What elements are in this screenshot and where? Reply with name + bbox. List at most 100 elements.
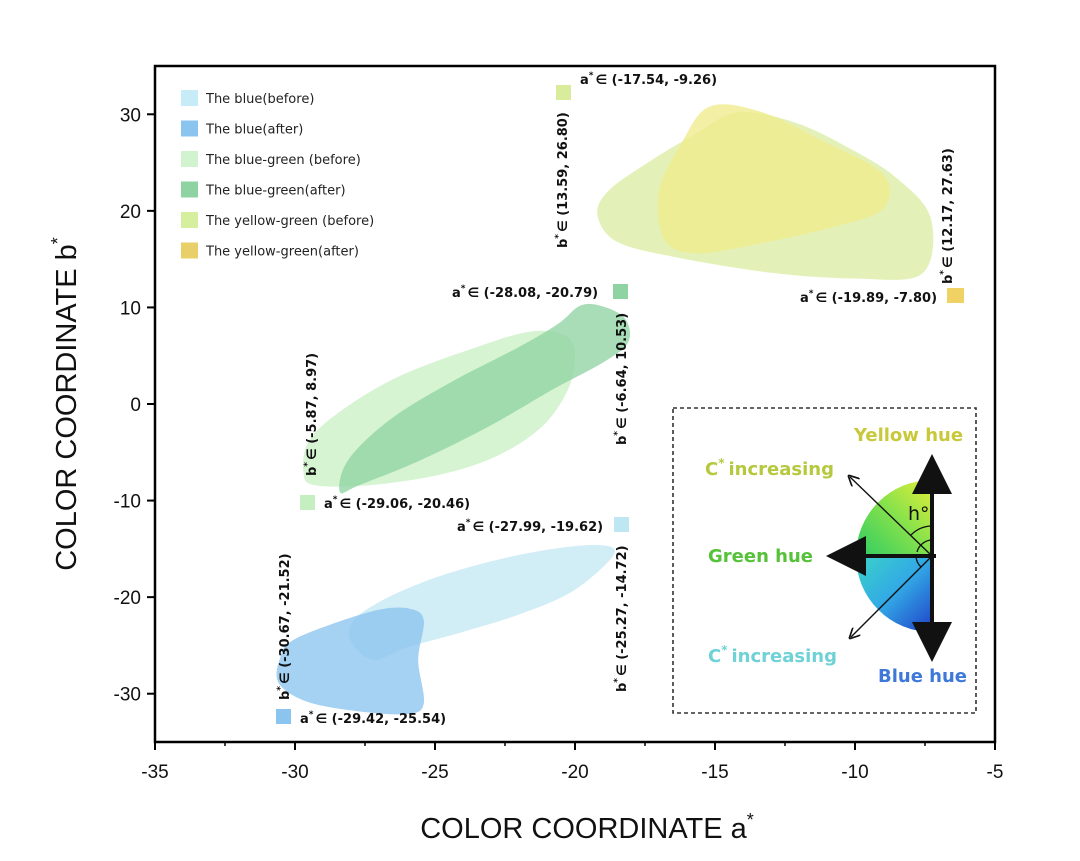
range-values: ∈ (-30.67, -21.52)	[278, 553, 293, 684]
chroma-word: increasing	[729, 459, 834, 480]
hue-angle-inset: h° Yellow hue Green hue Blue hue C* incre…	[672, 407, 977, 714]
range-prefix: a	[300, 712, 309, 727]
y-tick-label: -10	[114, 492, 141, 513]
legend-label: The blue(after)	[205, 123, 303, 138]
range-annotations: a* ∈ (-17.54, -9.26)b*∈ (12.17, 27.63)a* ∈…	[276, 71, 964, 727]
legend-swatch	[181, 90, 198, 106]
y-tick-label: 30	[120, 105, 141, 126]
chroma-sup: *	[718, 456, 725, 470]
range-label: b* ∈ (-5.87, 8.97)	[303, 353, 320, 476]
range-annotation-blue-before-a: a* ∈ (-27.99, -19.62)	[457, 517, 629, 535]
region-the-blue-green-after	[339, 303, 631, 494]
range-annotation-bg-after-a: a* ∈ (-28.08, -20.79)	[452, 284, 628, 301]
range-values: ∈ (-6.64, 10.53)	[615, 313, 630, 429]
range-annotation-blue-after-a: a* ∈ (-29.42, -25.54)	[276, 709, 446, 727]
x-axis-title-sup: *	[747, 810, 754, 830]
chroma-sup: *	[721, 643, 728, 657]
legend-label: The yellow-green(after)	[205, 245, 359, 260]
legend-label: The yellow-green (before)	[205, 214, 374, 229]
range-label: b* ∈ (12.17, 27.63)	[939, 148, 956, 284]
hue-angle-arc	[910, 525, 933, 536]
chroma-letter: C	[705, 459, 718, 480]
x-axis-title: COLOR COORDINATE a*	[420, 810, 754, 845]
x-tick-label: -20	[561, 762, 588, 783]
range-prefix: a	[324, 497, 333, 512]
range-swatch	[556, 85, 571, 100]
range-values: ∈ (-29.42, -25.54)	[316, 712, 447, 727]
range-annotation-bg-after-b: b* ∈ (-6.64, 10.53)	[613, 313, 630, 445]
range-annotation-yg-after-b: b* ∈ (12.17, 27.63)	[939, 148, 964, 303]
range-prefix-sup: *	[309, 710, 314, 720]
blue-hue-label: Blue hue	[878, 666, 967, 687]
range-label: a* ∈ (-27.99, -19.62)	[457, 518, 603, 535]
range-swatch	[947, 288, 962, 303]
chroma-arrow-lower	[851, 555, 933, 637]
range-label: a* ∈ (-29.42, -25.54)	[300, 710, 446, 727]
range-label: b* ∈ (13.59, 26.80)	[554, 112, 571, 248]
range-prefix-sup: *	[466, 518, 471, 528]
y-tick-label: -20	[114, 588, 141, 609]
chroma-letter: C	[708, 646, 721, 667]
range-label: a* ∈ (-17.54, -9.26)	[580, 71, 717, 88]
range-values: ∈ (-25.27, -14.72)	[615, 545, 630, 676]
range-values: ∈ (13.59, 26.80)	[556, 112, 571, 232]
legend-label: The blue(before)	[205, 92, 314, 107]
range-label: a* ∈ (-19.89, -7.80)	[800, 289, 937, 306]
x-tick-label: -25	[421, 762, 448, 783]
x-axis-title-text: COLOR COORDINATE a	[420, 813, 747, 845]
range-prefix: b	[941, 275, 956, 284]
y-axis-title: COLOR COORDINATE b*	[48, 237, 83, 571]
y-tick-label: 10	[120, 298, 141, 319]
range-values: ∈ (-28.08, -20.79)	[468, 286, 599, 301]
legend-swatch	[181, 120, 198, 137]
range-prefix: a	[800, 291, 809, 306]
range-prefix-sup: *	[554, 234, 564, 239]
range-values: ∈ (-5.87, 8.97)	[305, 353, 320, 460]
range-annotation-yg-before-a: a* ∈ (-19.89, -7.80)	[800, 288, 962, 306]
green-hue-label: Green hue	[708, 546, 813, 567]
range-prefix-sup: *	[461, 284, 466, 294]
range-annotation-bg-before-b: b* ∈ (-5.87, 8.97)	[303, 353, 320, 476]
range-prefix-sup: *	[303, 462, 313, 467]
range-annotation-blue-before-b: b* ∈ (-25.27, -14.72)	[613, 545, 630, 692]
inset-frame	[672, 407, 977, 714]
range-prefix: a	[452, 286, 461, 301]
range-prefix: b	[305, 467, 320, 476]
y-tick-label: 20	[120, 202, 141, 223]
range-prefix: a	[457, 520, 466, 535]
range-swatch	[300, 495, 315, 510]
range-prefix: b	[556, 239, 571, 248]
chroma-arrow-upper	[850, 477, 933, 557]
y-axis-title-sup: *	[48, 237, 68, 244]
range-swatch	[276, 709, 291, 724]
legend: The blue(before) The blue(after) The blue-…	[181, 90, 374, 260]
range-values: ∈ (-27.99, -19.62)	[473, 520, 604, 535]
legend-swatch	[181, 242, 198, 259]
range-values: ∈ (-29.06, -20.46)	[340, 497, 471, 512]
range-prefix-sup: *	[276, 686, 286, 691]
range-annotation-yg-after-a: a* ∈ (-17.54, -9.26)	[556, 71, 717, 100]
range-prefix: a	[580, 73, 589, 88]
range-prefix: b	[278, 691, 293, 700]
chroma-word: increasing	[732, 646, 837, 667]
range-annotation-yg-before-b: b* ∈ (13.59, 26.80)	[554, 112, 571, 248]
range-annotation-blue-after-b: b* ∈ (-30.67, -21.52)	[276, 553, 293, 700]
y-tick-label: 0	[130, 395, 141, 416]
range-label: a* ∈ (-29.06, -20.46)	[324, 495, 470, 512]
range-label: b* ∈ (-25.27, -14.72)	[613, 545, 630, 692]
region-layer	[276, 104, 934, 715]
legend-swatch	[181, 212, 198, 228]
tick-layer: -35 -30 -25 -20 -15 -10 -5 -30 -20 -10 0 10 20 30	[114, 105, 1004, 783]
range-values: ∈ (-19.89, -7.80)	[816, 291, 938, 306]
range-prefix-sup: *	[589, 71, 594, 81]
x-tick-label: -30	[281, 762, 308, 783]
range-swatch	[613, 284, 628, 299]
range-prefix-sup: *	[939, 270, 949, 275]
x-tick-label: -15	[701, 762, 728, 783]
legend-label: The blue-green (before)	[205, 153, 361, 168]
y-tick-label: -30	[114, 685, 141, 706]
legend-label: The blue-green(after)	[205, 184, 346, 199]
range-prefix-sup: *	[333, 495, 338, 505]
hue-angle-arc-inner	[916, 539, 933, 553]
